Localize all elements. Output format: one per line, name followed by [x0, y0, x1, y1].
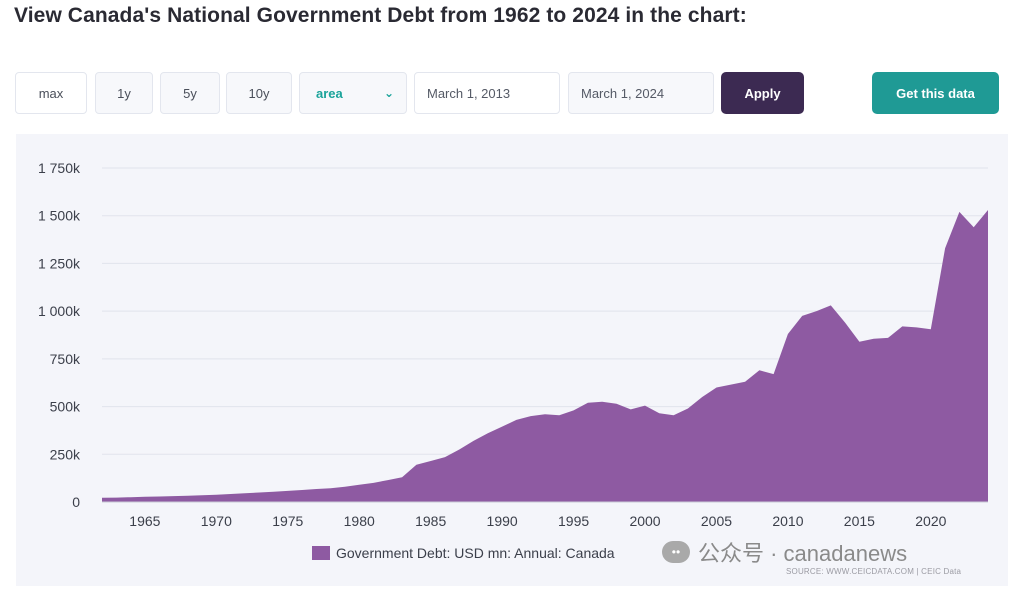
legend-label: Government Debt: USD mn: Annual: Canada	[336, 545, 615, 561]
source-note: SOURCE: WWW.CEICDATA.COM | CEIC Data	[786, 567, 962, 576]
legend-swatch	[312, 546, 330, 560]
x-tick-label: 1965	[129, 513, 160, 529]
y-tick-label: 250k	[50, 446, 81, 462]
x-tick-label: 1990	[487, 513, 518, 529]
start-date-input[interactable]: March 1, 2013	[414, 72, 560, 114]
chevron-down-icon: ⌄	[383, 86, 394, 100]
chart-svg: 0 250k 500k 750k 1 000k 1 250k 1 500k 1 750k 196…	[38, 160, 988, 529]
y-tick-label: 1 250k	[38, 255, 81, 271]
y-tick-label: 500k	[50, 399, 81, 415]
watermark-text: 公众号 · canadanews	[698, 541, 908, 566]
y-tick-label: 1 000k	[38, 303, 81, 319]
chart-controls: max 1y 5y 10y area ⌄ March 1, 2013 March…	[0, 0, 1024, 130]
x-tick-label: 1985	[415, 513, 446, 529]
x-tick-label: 1970	[201, 513, 232, 529]
x-tick-label: 2005	[701, 513, 732, 529]
end-date-input[interactable]: March 1, 2024	[568, 72, 714, 114]
x-tick-label: 2010	[772, 513, 803, 529]
range-1y-button[interactable]: 1y	[95, 72, 153, 114]
y-tick-label: 1 750k	[38, 160, 81, 176]
apply-button[interactable]: Apply	[721, 72, 804, 114]
range-5y-button[interactable]: 5y	[160, 72, 220, 114]
x-tick-label: 1980	[344, 513, 375, 529]
x-tick-label: 2020	[915, 513, 946, 529]
chart-panel: 0 250k 500k 750k 1 000k 1 250k 1 500k 1 750k 196…	[16, 134, 1008, 586]
series-area-government-debt[interactable]	[102, 210, 988, 502]
get-this-data-button[interactable]: Get this data	[872, 72, 999, 114]
y-tick-label: 750k	[50, 351, 81, 367]
chart-legend[interactable]: Government Debt: USD mn: Annual: Canada	[312, 545, 615, 561]
chart-type-value: area	[316, 85, 343, 101]
x-tick-label: 1975	[272, 513, 303, 529]
wechat-icon: ••	[662, 541, 690, 563]
x-tick-label: 2000	[629, 513, 660, 529]
page-title: View Canada's National Government Debt f…	[14, 4, 747, 27]
watermark: •• 公众号 · canadanews	[662, 536, 907, 568]
x-tick-label: 1995	[558, 513, 589, 529]
x-tick-label: 2015	[844, 513, 875, 529]
range-max-button[interactable]: max	[15, 72, 87, 114]
chart-type-select[interactable]: area ⌄	[299, 72, 407, 114]
range-10y-button[interactable]: 10y	[226, 72, 292, 114]
y-tick-label: 0	[72, 494, 80, 510]
y-tick-label: 1 500k	[38, 208, 81, 224]
